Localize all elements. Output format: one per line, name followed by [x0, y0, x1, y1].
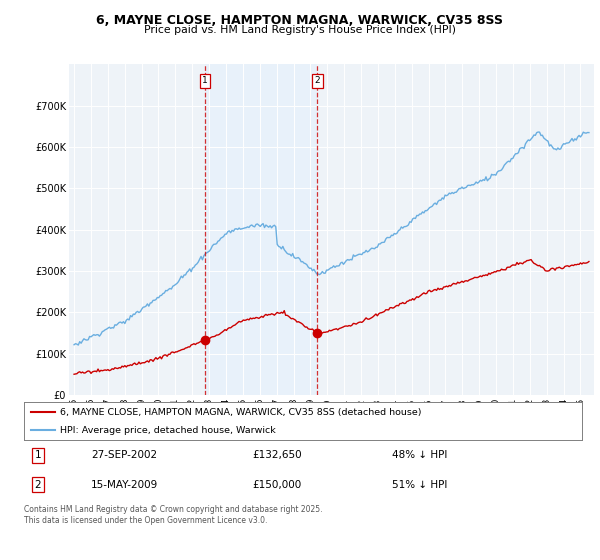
Text: 2: 2: [314, 76, 320, 86]
Text: 51% ↓ HPI: 51% ↓ HPI: [392, 480, 448, 490]
Text: 2: 2: [35, 480, 41, 490]
Text: HPI: Average price, detached house, Warwick: HPI: Average price, detached house, Warw…: [60, 426, 276, 435]
Text: 15-MAY-2009: 15-MAY-2009: [91, 480, 158, 490]
Text: £132,650: £132,650: [253, 450, 302, 460]
Text: 6, MAYNE CLOSE, HAMPTON MAGNA, WARWICK, CV35 8SS (detached house): 6, MAYNE CLOSE, HAMPTON MAGNA, WARWICK, …: [60, 408, 422, 417]
Text: Price paid vs. HM Land Registry's House Price Index (HPI): Price paid vs. HM Land Registry's House …: [144, 25, 456, 35]
Text: 1: 1: [202, 76, 208, 86]
Text: 27-SEP-2002: 27-SEP-2002: [91, 450, 157, 460]
Text: Contains HM Land Registry data © Crown copyright and database right 2025.
This d: Contains HM Land Registry data © Crown c…: [24, 505, 323, 525]
Text: 6, MAYNE CLOSE, HAMPTON MAGNA, WARWICK, CV35 8SS: 6, MAYNE CLOSE, HAMPTON MAGNA, WARWICK, …: [97, 14, 503, 27]
Text: 48% ↓ HPI: 48% ↓ HPI: [392, 450, 448, 460]
Text: £150,000: £150,000: [253, 480, 302, 490]
Bar: [205, 64, 317, 395]
Text: 1: 1: [35, 450, 41, 460]
